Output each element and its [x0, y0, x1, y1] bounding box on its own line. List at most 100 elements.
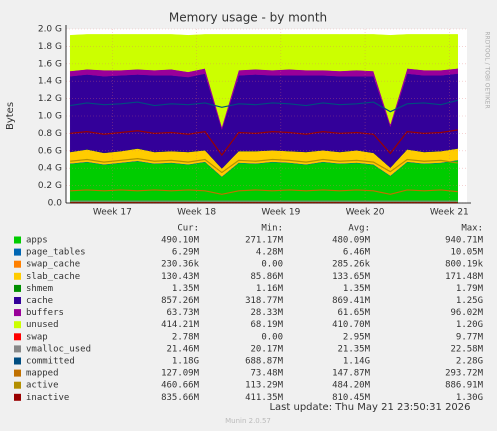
legend-stat: 2.95M — [343, 332, 371, 342]
footer: Munin 2.0.57 — [225, 417, 271, 425]
legend-stat: 21.35M — [337, 344, 370, 354]
legend-stat: 1.20G — [456, 320, 483, 330]
legend-stat: 1.14G — [343, 357, 370, 367]
legend-stat: 688.87M — [245, 357, 284, 367]
legend-stat: 1.30G — [456, 393, 483, 403]
legend-stat: 127.09M — [161, 369, 200, 379]
stats-header: Cur: — [177, 224, 199, 234]
legend-label: vmalloc_used — [26, 344, 91, 354]
legend-label: shmem — [26, 284, 53, 294]
legend-label: apps — [26, 236, 48, 246]
legend-stat: 96.02M — [450, 308, 483, 318]
legend-stat: 2.78M — [172, 332, 200, 342]
legend-stat: 1.25G — [456, 296, 483, 306]
legend-stat: 800.19k — [445, 260, 484, 270]
legend-stat: 411.35M — [245, 393, 284, 403]
legend-label: unused — [26, 320, 59, 330]
legend-stat: 484.20M — [332, 381, 371, 391]
x-tick-label: Week 20 — [346, 208, 385, 218]
legend-swatch — [14, 333, 21, 341]
x-tick-label: Week 18 — [177, 208, 216, 218]
x-tick-label: Week 17 — [93, 208, 132, 218]
legend-swatch — [14, 321, 21, 329]
area-unused — [69, 34, 458, 128]
stats-header: Max: — [461, 224, 483, 234]
legend-swatch — [14, 248, 21, 256]
y-tick-label: 1.2 G — [38, 94, 62, 104]
legend-swatch — [14, 369, 21, 377]
legend-stat: 271.17M — [245, 236, 284, 246]
legend-stat: 20.17M — [250, 344, 283, 354]
y-tick-label: 0.0 — [48, 199, 63, 209]
legend-stat: 2.28G — [456, 357, 483, 367]
legend-stat: 6.46M — [343, 248, 371, 258]
legend-stat: 1.79M — [456, 284, 484, 294]
legend-swatch — [14, 297, 21, 304]
legend-stat: 133.65M — [332, 272, 371, 282]
y-tick-label: 1.0 G — [38, 112, 62, 122]
legend-stat: 230.36k — [161, 260, 200, 270]
legend-stat: 130.43M — [161, 272, 200, 282]
legend-label: buffers — [26, 308, 64, 318]
y-tick-label: 0.4 G — [38, 164, 62, 174]
legend-swatch — [14, 272, 21, 280]
side-text: RRDTOOL / TOBI OETIKER — [484, 31, 491, 108]
legend-stat: 318.77M — [245, 296, 284, 306]
legend-stat: 835.66M — [161, 393, 200, 403]
legend-label: swap — [26, 332, 48, 342]
legend-label: swap_cache — [26, 260, 80, 270]
line-mapped — [70, 189, 458, 195]
legend-stat: 1.16M — [256, 284, 284, 294]
legend-stat: 940.71M — [445, 236, 484, 246]
legend-swatch — [14, 260, 21, 268]
legend-label: committed — [26, 357, 75, 367]
y-tick-label: 0.8 G — [38, 129, 62, 139]
stats-header: Min: — [261, 224, 283, 234]
legend-stat: 9.77M — [456, 332, 484, 342]
legend-stat: 61.65M — [337, 308, 370, 318]
legend-stat: 68.19M — [250, 320, 283, 330]
y-tick-label: 2.0 G — [38, 25, 62, 35]
legend-swatch — [14, 357, 21, 365]
legend-stat: 4.28M — [256, 248, 284, 258]
legend-label: mapped — [26, 369, 59, 379]
legend-stat: 21.46M — [166, 344, 199, 354]
line-active — [70, 158, 458, 174]
legend-stat: 113.29M — [245, 381, 284, 391]
legend-label: cache — [26, 296, 53, 306]
legend-stat: 147.87M — [332, 369, 371, 379]
legend-stat: 410.70M — [332, 320, 371, 330]
legend-stat: 480.09M — [332, 236, 371, 246]
legend-stat: 1.35M — [343, 284, 371, 294]
legend-stat: 285.26k — [332, 260, 371, 270]
x-tick-label: Week 21 — [430, 208, 469, 218]
legend-stat: 0.00 — [261, 260, 283, 270]
legend-stat: 6.29M — [172, 248, 200, 258]
legend-stat: 1.18G — [172, 357, 199, 367]
legend-stat: 460.66M — [161, 381, 200, 391]
x-tick-label: Week 19 — [261, 208, 300, 218]
legend-stat: 171.48M — [445, 272, 484, 282]
legend-stat: 886.91M — [445, 381, 484, 391]
chart-title: Memory usage - by month — [169, 11, 327, 25]
legend-stat: 414.21M — [161, 320, 200, 330]
legend-stat: 73.48M — [250, 369, 283, 379]
legend-stat: 0.00 — [261, 332, 283, 342]
legend-stat: 10.05M — [450, 248, 483, 258]
legend-stat: 490.10M — [161, 236, 200, 246]
last-update: Last update: Thu May 21 23:50:31 2026 — [269, 402, 470, 413]
legend-stat: 810.45M — [332, 393, 371, 403]
stats-header: Avg: — [348, 224, 370, 234]
legend-stat: 28.33M — [250, 308, 283, 318]
legend-stat: 1.35M — [172, 284, 200, 294]
y-tick-label: 0.6 G — [38, 146, 62, 156]
legend-label: page_tables — [26, 248, 86, 258]
legend-swatch — [14, 236, 21, 244]
y-tick-label: 1.6 G — [38, 59, 62, 69]
y-tick-label: 0.2 G — [38, 181, 62, 191]
legend-swatch — [14, 309, 21, 317]
legend-label: slab_cache — [26, 272, 80, 282]
y-axis-label: Bytes — [5, 102, 16, 130]
